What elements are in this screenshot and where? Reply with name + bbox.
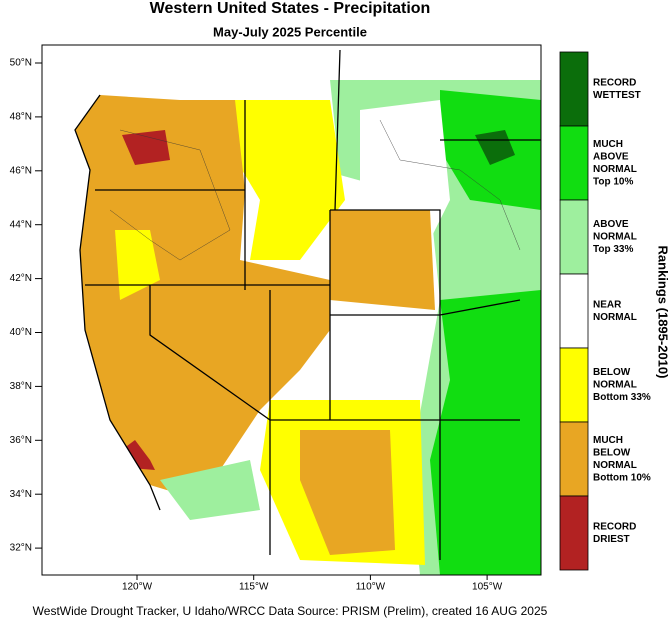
region-much-below bbox=[300, 430, 395, 555]
state-line bbox=[330, 209, 441, 560]
legend-label: NORMAL bbox=[593, 460, 637, 471]
region-much-below bbox=[75, 95, 330, 500]
subtitle: May-July 2025 Percentile bbox=[213, 24, 367, 39]
legend-title: Rankings (1895-2010) bbox=[656, 246, 671, 379]
credit: WestWide Drought Tracker, U Idaho/WRCC D… bbox=[33, 604, 548, 618]
lon-label: 110°W bbox=[356, 582, 386, 593]
region-much-above bbox=[430, 290, 541, 575]
lon-label: 120°W bbox=[122, 582, 153, 593]
lat-label: 32°N bbox=[10, 543, 32, 554]
legend-label: Bottom 33% bbox=[593, 392, 651, 403]
legend-label: NORMAL bbox=[593, 232, 637, 243]
legend-label: Top 10% bbox=[593, 176, 633, 187]
region-wettest bbox=[475, 130, 515, 165]
legend-label: WETTEST bbox=[593, 90, 641, 101]
legend-swatch bbox=[559, 495, 589, 571]
lat-label: 34°N bbox=[10, 489, 32, 500]
lon-label: 115°W bbox=[239, 582, 269, 593]
legend-label: NORMAL bbox=[593, 164, 637, 175]
legend-label: MUCH bbox=[593, 139, 623, 150]
map-frame bbox=[41, 44, 542, 576]
map bbox=[41, 44, 542, 576]
coastline bbox=[74, 94, 161, 511]
region-driest bbox=[122, 130, 170, 165]
lon-label: 105°W bbox=[472, 582, 503, 593]
region-above bbox=[160, 460, 260, 520]
lat-label: 50°N bbox=[10, 58, 32, 69]
legend-label: MUCH bbox=[593, 435, 623, 446]
legend-swatch bbox=[559, 421, 589, 497]
legend-swatch bbox=[559, 347, 589, 423]
legend-label: BELOW bbox=[593, 367, 631, 378]
legend-swatch bbox=[559, 199, 589, 275]
legend-label: Bottom 10% bbox=[593, 472, 651, 483]
state-line bbox=[330, 299, 521, 316]
legend-label: Top 33% bbox=[593, 244, 633, 255]
legend-swatch bbox=[559, 51, 589, 127]
legend-swatch bbox=[559, 273, 589, 349]
legend-label: RECORD bbox=[593, 521, 636, 532]
lat-label: 38°N bbox=[10, 381, 32, 392]
lat-label: 36°N bbox=[10, 435, 32, 446]
state-line bbox=[334, 49, 341, 211]
region-below bbox=[115, 230, 160, 300]
axes: 50°N 48°N 46°N 44°N 42°N 40°N 38°N 36°N 34°N 32°N… bbox=[10, 58, 503, 593]
legend-label: ABOVE bbox=[593, 219, 629, 230]
legend-label: DRIEST bbox=[593, 534, 630, 545]
county-lines bbox=[379, 119, 521, 251]
legend-swatch bbox=[559, 125, 589, 201]
lat-label: 48°N bbox=[10, 112, 32, 123]
legend-label: NORMAL bbox=[593, 312, 637, 323]
county-lines bbox=[109, 129, 231, 261]
lat-label: 44°N bbox=[10, 219, 32, 230]
legend-label: RECORD bbox=[593, 77, 636, 88]
legend-label: NORMAL bbox=[593, 380, 637, 391]
region-much-below bbox=[330, 210, 435, 310]
lat-label: 46°N bbox=[10, 165, 32, 176]
ocean bbox=[42, 45, 160, 575]
title: Western United States - Precipitation bbox=[150, 0, 431, 17]
lat-label: 42°N bbox=[10, 273, 32, 284]
legend-label: NEAR bbox=[593, 299, 622, 310]
state-line bbox=[149, 285, 271, 421]
legend-label: ABOVE bbox=[593, 151, 629, 162]
lat-label: 40°N bbox=[10, 327, 32, 338]
legend-label: BELOW bbox=[593, 447, 631, 458]
